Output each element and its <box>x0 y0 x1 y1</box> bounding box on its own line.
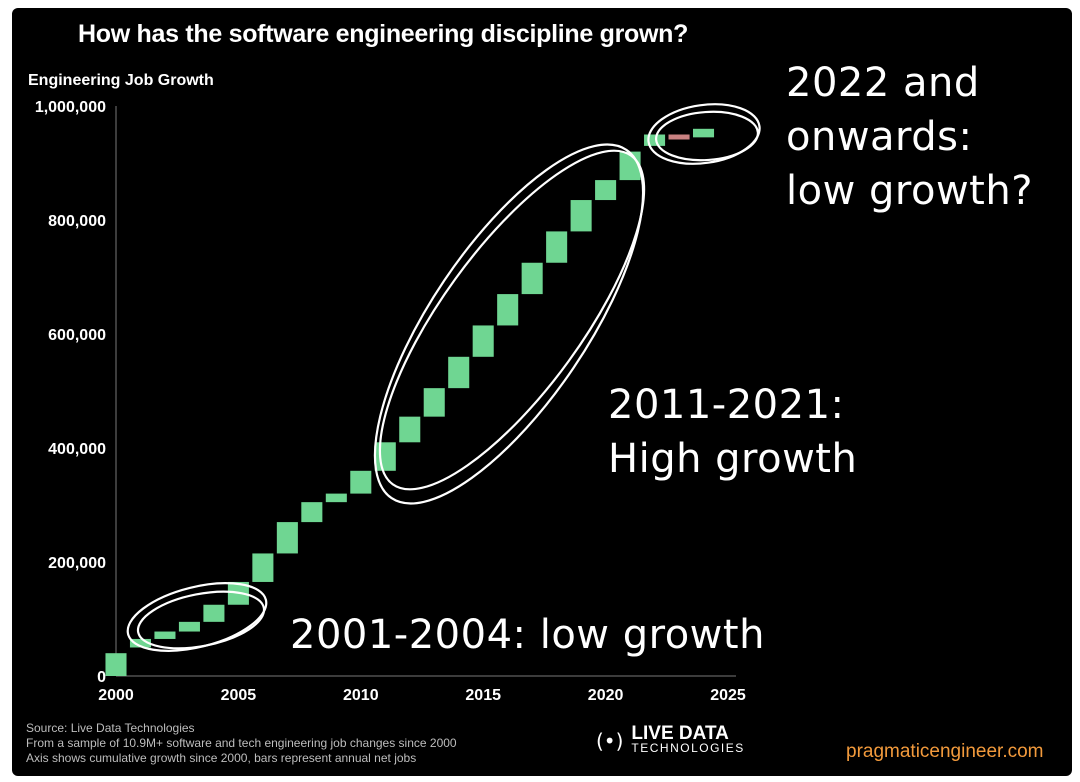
y-tick-label: 200,000 <box>48 555 106 572</box>
annotation-high-growth-line2: High growth <box>608 436 858 482</box>
live-data-logo: (•) LIVE DATA TECHNOLOGIES <box>596 723 745 756</box>
y-axis-label: Engineering Job Growth <box>28 72 214 89</box>
y-tick-label: 1,000,000 <box>35 99 106 116</box>
annotation-recent: 2022 and onwards: low growth? <box>786 56 1033 218</box>
bar-2016 <box>497 294 519 326</box>
bar-2007 <box>276 522 298 554</box>
annotation-circle-high-growth <box>373 143 645 505</box>
x-tick-label: 2010 <box>343 687 379 704</box>
logo-main-text: LIVE DATA <box>631 723 729 744</box>
bar-2013 <box>423 388 445 417</box>
broadcast-icon: (•) <box>596 729 624 753</box>
bar-2017 <box>521 262 543 295</box>
footer-sample: From a sample of 10.9M+ software and tec… <box>26 736 457 750</box>
x-tick-label: 2020 <box>588 687 624 704</box>
bar-2004 <box>203 604 225 622</box>
bar-2008 <box>301 502 323 523</box>
x-tick-label: 2025 <box>710 687 746 704</box>
bar-2001 <box>129 638 152 648</box>
logo-sub-text: TECHNOLOGIES <box>631 741 745 755</box>
brand-link[interactable]: pragmaticengineer.com <box>846 741 1044 762</box>
x-tick-label: 2015 <box>465 687 501 704</box>
annotation-low-growth: 2001-2004: low growth <box>290 608 765 662</box>
bar-2010 <box>350 470 372 494</box>
x-tick-label: 2000 <box>98 687 134 704</box>
bar-2000 <box>105 653 127 676</box>
bar-2018 <box>546 231 568 263</box>
annotation-circle-recent <box>647 103 761 165</box>
chart-plot: 0 200,000 400,000 600,000 800,000 1,000,000 2… <box>35 99 761 704</box>
annotation-high-growth: 2011-2021: High growth <box>608 378 857 486</box>
footer-source: Source: Live Data Technologies <box>26 721 195 735</box>
annotation-recent-line3: low growth? <box>786 168 1033 214</box>
annotation-high-growth-line1: 2011-2021: <box>608 382 845 428</box>
y-tick-label: 800,000 <box>48 213 106 230</box>
chart-footer: Source: Live Data Technologies From a sa… <box>26 721 457 766</box>
chart-title: How has the software engineering discipl… <box>78 20 689 48</box>
annotation-circle-high-growth-2 <box>378 149 646 491</box>
bar-2012 <box>399 416 421 443</box>
footer-axis-note: Axis shows cumulative growth since 2000,… <box>26 751 417 765</box>
bar-2023 <box>668 134 690 140</box>
y-tick-label: 600,000 <box>48 327 106 344</box>
bar-2011 <box>374 442 396 471</box>
bar-2019 <box>570 200 592 232</box>
x-tick-label: 2005 <box>221 687 257 704</box>
bar-2015 <box>472 325 494 357</box>
y-tick-label: 400,000 <box>48 441 106 458</box>
bar-2002 <box>154 631 176 639</box>
bar-2009 <box>325 493 347 503</box>
y-tick-label: 0 <box>97 669 106 686</box>
bar-2003 <box>178 621 200 632</box>
bar-2014 <box>448 356 470 389</box>
annotation-low-growth-line1: 2001-2004: low growth <box>290 612 765 658</box>
annotation-recent-line2: onwards: <box>786 114 973 160</box>
annotation-circle-low-growth-2 <box>136 590 266 650</box>
annotation-recent-line1: 2022 and <box>786 60 980 106</box>
bar-2006 <box>252 553 274 582</box>
bar-2022 <box>644 134 666 146</box>
annotation-circle-recent-2 <box>654 110 760 162</box>
chart-frame: How has the software engineering discipl… <box>12 8 1072 776</box>
bar-2024 <box>692 128 715 138</box>
bar-2020 <box>595 180 617 201</box>
